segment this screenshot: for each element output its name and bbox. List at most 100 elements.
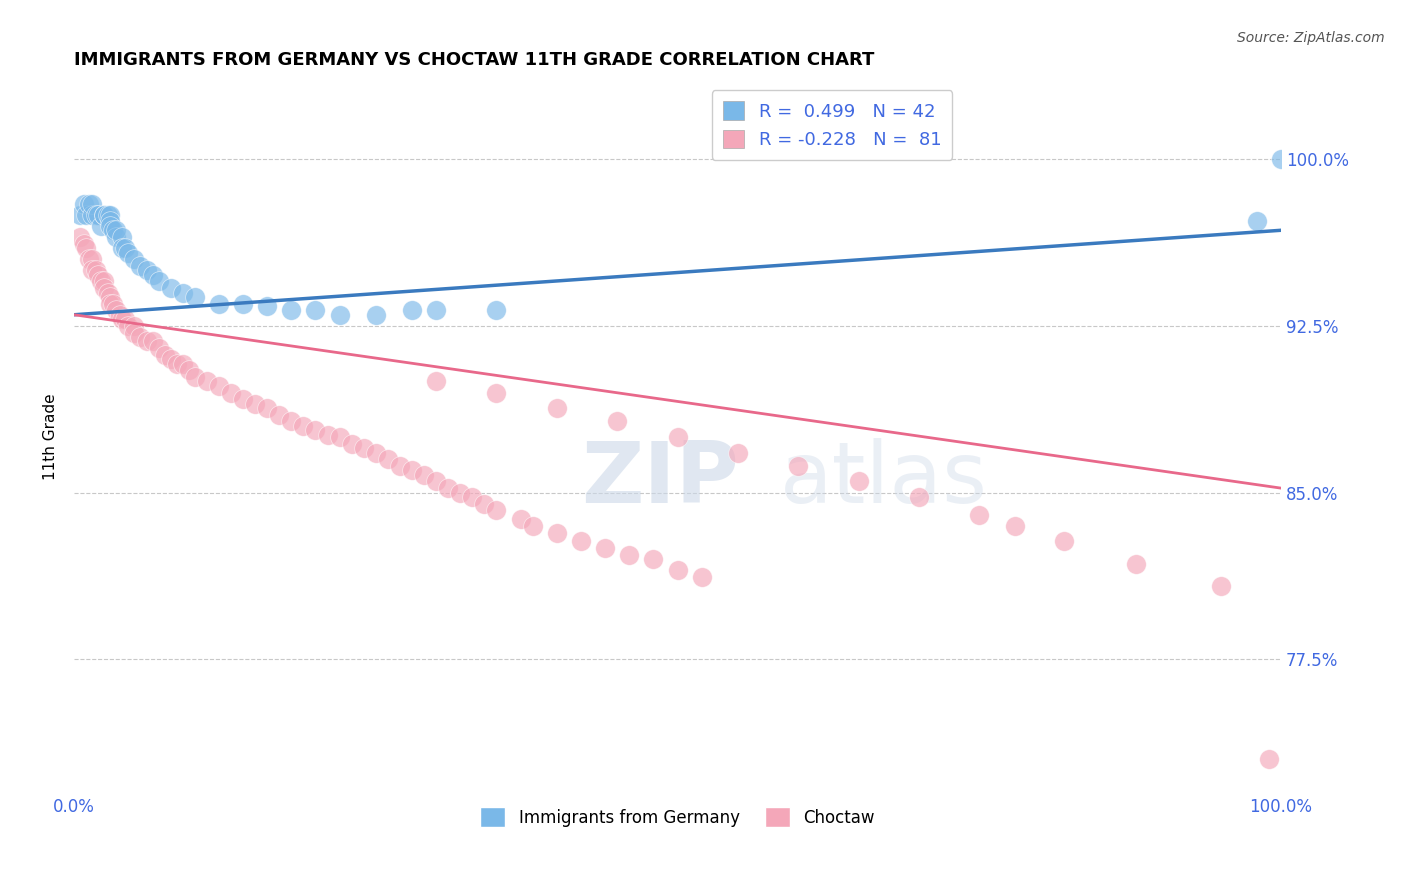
Point — [98, 208, 121, 222]
Point — [184, 290, 207, 304]
Text: IMMIGRANTS FROM GERMANY VS CHOCTAW 11TH GRADE CORRELATION CHART: IMMIGRANTS FROM GERMANY VS CHOCTAW 11TH … — [75, 51, 875, 69]
Point — [401, 463, 423, 477]
Point — [105, 223, 128, 237]
Point — [84, 263, 107, 277]
Point — [474, 497, 496, 511]
Point — [329, 308, 352, 322]
Point — [401, 303, 423, 318]
Point — [153, 348, 176, 362]
Point — [114, 241, 136, 255]
Point — [690, 570, 713, 584]
Point — [413, 467, 436, 482]
Point — [90, 274, 112, 288]
Point — [1209, 579, 1232, 593]
Point — [509, 512, 531, 526]
Point — [316, 427, 339, 442]
Point — [666, 430, 689, 444]
Point — [172, 285, 194, 300]
Point — [485, 385, 508, 400]
Y-axis label: 11th Grade: 11th Grade — [44, 393, 58, 480]
Point — [114, 312, 136, 326]
Point — [82, 208, 104, 222]
Point — [377, 452, 399, 467]
Point — [195, 375, 218, 389]
Point — [425, 475, 447, 489]
Point — [69, 208, 91, 222]
Text: Source: ZipAtlas.com: Source: ZipAtlas.com — [1237, 31, 1385, 45]
Point — [87, 268, 110, 282]
Point — [208, 296, 231, 310]
Point — [73, 196, 96, 211]
Point — [172, 357, 194, 371]
Point — [787, 458, 810, 473]
Point — [364, 308, 387, 322]
Point — [87, 208, 110, 222]
Text: ZIP: ZIP — [581, 438, 738, 521]
Point — [69, 230, 91, 244]
Point — [117, 318, 139, 333]
Point — [129, 259, 152, 273]
Point — [159, 281, 181, 295]
Point — [90, 219, 112, 233]
Point — [108, 308, 131, 322]
Point — [1257, 752, 1279, 766]
Point — [135, 263, 157, 277]
Point — [75, 208, 97, 222]
Point — [129, 330, 152, 344]
Point — [82, 252, 104, 267]
Point — [148, 341, 170, 355]
Point — [256, 299, 278, 313]
Point — [437, 481, 460, 495]
Point — [1053, 534, 1076, 549]
Point — [97, 208, 120, 222]
Point — [98, 296, 121, 310]
Point — [82, 263, 104, 277]
Point — [177, 363, 200, 377]
Point — [546, 525, 568, 540]
Point — [111, 241, 134, 255]
Point — [364, 445, 387, 459]
Point — [329, 430, 352, 444]
Point — [93, 208, 115, 222]
Point — [124, 318, 146, 333]
Point — [425, 375, 447, 389]
Point — [485, 303, 508, 318]
Point — [232, 392, 254, 407]
Point — [82, 196, 104, 211]
Point — [184, 370, 207, 384]
Point — [967, 508, 990, 522]
Point — [425, 303, 447, 318]
Point — [269, 408, 291, 422]
Point — [105, 230, 128, 244]
Point — [569, 534, 592, 549]
Point — [280, 303, 302, 318]
Point — [111, 230, 134, 244]
Point — [141, 334, 163, 349]
Point — [304, 303, 326, 318]
Point — [485, 503, 508, 517]
Point — [124, 252, 146, 267]
Point — [93, 274, 115, 288]
Point — [84, 208, 107, 222]
Point — [105, 303, 128, 318]
Point — [101, 296, 124, 310]
Point — [353, 441, 375, 455]
Point — [141, 268, 163, 282]
Point — [77, 252, 100, 267]
Point — [643, 552, 665, 566]
Point — [461, 490, 484, 504]
Point — [159, 352, 181, 367]
Point — [1125, 557, 1147, 571]
Point — [219, 385, 242, 400]
Point — [101, 223, 124, 237]
Point — [340, 436, 363, 450]
Point — [73, 236, 96, 251]
Point — [522, 519, 544, 533]
Point — [606, 414, 628, 428]
Point — [166, 357, 188, 371]
Point — [98, 214, 121, 228]
Point — [117, 245, 139, 260]
Point — [208, 379, 231, 393]
Point — [93, 208, 115, 222]
Point — [1270, 152, 1292, 166]
